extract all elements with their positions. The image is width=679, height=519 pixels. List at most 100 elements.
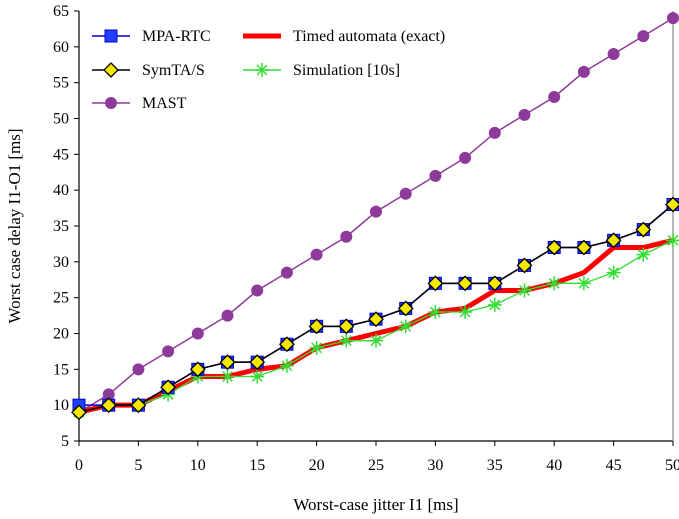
data-point xyxy=(221,309,234,322)
data-point xyxy=(189,361,206,378)
data-point xyxy=(547,276,562,291)
data-point xyxy=(667,12,679,25)
data-point xyxy=(191,327,204,340)
x-tick-label: 45 xyxy=(606,457,622,474)
y-tick-label: 60 xyxy=(53,39,69,56)
data-point xyxy=(250,369,265,384)
data-point xyxy=(368,311,384,328)
legend-marker xyxy=(255,63,269,77)
series-line xyxy=(78,237,674,415)
x-tick-label: 0 xyxy=(75,457,83,474)
series-mpa-rtc xyxy=(72,198,679,412)
data-point xyxy=(397,300,414,317)
legend-label: MPA-RTC xyxy=(142,28,211,45)
legend-label: SymTA/S xyxy=(142,62,205,79)
data-point xyxy=(518,108,531,121)
data-point xyxy=(399,187,412,200)
data-point xyxy=(665,196,679,213)
data-point xyxy=(132,363,145,376)
data-point xyxy=(280,266,293,279)
data-point xyxy=(427,275,444,292)
y-tick-label: 55 xyxy=(53,75,69,92)
data-point xyxy=(636,247,651,262)
data-point xyxy=(548,91,561,103)
data-point xyxy=(100,397,117,414)
y-tick-label: 10 xyxy=(53,397,69,414)
data-point xyxy=(458,305,473,319)
x-axis-ticks: 0 5 10 15 20 25 30 35 40 45 50 xyxy=(75,441,679,474)
x-tick-label: 10 xyxy=(190,457,206,474)
data-point xyxy=(220,369,235,384)
series-mast xyxy=(73,12,679,419)
legend-item-mpa-rtc: MPA-RTC xyxy=(92,28,211,45)
legend-item-timed-automata-exact: Timed automata (exact) xyxy=(243,28,445,45)
data-point xyxy=(517,283,532,298)
series-timed-automata-exact xyxy=(78,237,674,415)
y-tick-label: 30 xyxy=(53,254,69,271)
data-point xyxy=(160,379,177,396)
data-point xyxy=(219,354,236,371)
legend-item-mast: MAST xyxy=(92,95,187,112)
data-point xyxy=(251,284,264,297)
data-point xyxy=(606,265,621,280)
data-point xyxy=(488,126,501,139)
y-tick-label: 25 xyxy=(53,290,69,307)
y-tick-label: 65 xyxy=(53,3,69,20)
data-point xyxy=(370,205,382,218)
legend-marker xyxy=(103,62,119,78)
y-tick-label: 15 xyxy=(53,361,69,378)
x-tick-label: 5 xyxy=(134,457,142,474)
x-tick-label: 20 xyxy=(309,457,325,474)
series-symta-s xyxy=(71,196,679,421)
data-point xyxy=(130,397,147,414)
y-tick-label: 20 xyxy=(53,326,69,343)
series-line xyxy=(79,203,674,406)
data-point xyxy=(635,221,652,238)
data-point xyxy=(339,333,354,348)
x-tick-label: 50 xyxy=(665,457,679,474)
legend-label: MAST xyxy=(142,95,187,112)
x-tick-label: 30 xyxy=(427,457,443,474)
data-point xyxy=(666,233,679,248)
data-point xyxy=(428,305,443,319)
y-tick-label: 50 xyxy=(53,111,69,128)
y-tick-label: 40 xyxy=(53,182,69,199)
data-point xyxy=(575,239,592,256)
data-point xyxy=(576,276,591,291)
data-point xyxy=(340,230,353,243)
data-point xyxy=(516,257,533,274)
y-tick-label: 5 xyxy=(61,433,69,450)
data-point xyxy=(278,336,295,353)
data-point xyxy=(310,248,323,261)
data-point xyxy=(546,239,563,256)
x-axis-title: Worst-case jitter I1 [ms] xyxy=(293,495,458,514)
legend-label: Timed automata (exact) xyxy=(293,28,445,45)
data-point xyxy=(429,169,442,182)
data-point xyxy=(577,65,590,78)
data-point xyxy=(162,345,175,358)
data-point xyxy=(607,48,620,60)
y-tick-label: 35 xyxy=(53,218,69,235)
data-point xyxy=(486,275,503,292)
legend-marker xyxy=(105,97,117,109)
data-point xyxy=(398,319,413,334)
data-point xyxy=(605,232,622,249)
y-tick-label: 45 xyxy=(53,146,69,163)
legend-item-symta-s: SymTA/S xyxy=(92,62,205,79)
data-point xyxy=(457,275,474,292)
x-tick-label: 40 xyxy=(546,457,562,474)
legend-item-simulation-10s: Simulation [10s] xyxy=(243,62,400,79)
data-point xyxy=(637,30,650,43)
data-point xyxy=(487,297,502,312)
x-tick-label: 15 xyxy=(249,457,265,474)
legend-marker xyxy=(104,29,118,43)
y-axis-ticks: 5 10 15 20 25 30 35 40 45 50 55 60 65 xyxy=(53,3,79,450)
legend-label: Simulation [10s] xyxy=(293,62,400,79)
data-point xyxy=(71,404,87,421)
data-point xyxy=(459,151,472,164)
data-point xyxy=(308,318,325,335)
y-axis-title: Worst case delay I1-O1 [ms] xyxy=(5,128,24,323)
data-point xyxy=(279,358,294,373)
data-point xyxy=(338,318,355,335)
